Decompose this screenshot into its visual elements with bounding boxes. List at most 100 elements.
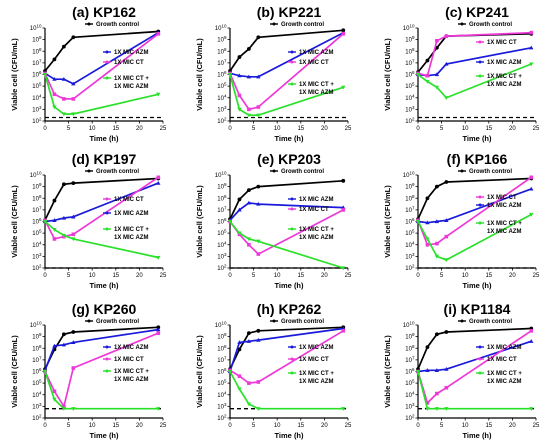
data-point (62, 404, 66, 409)
x-tick-label: 25 (533, 423, 540, 429)
y-tick-label: 104 (32, 93, 42, 102)
data-point (42, 72, 48, 77)
y-axis-label: Viable cell (CFU/mL) (10, 185, 19, 258)
x-tick-label: 10 (462, 423, 469, 429)
data-point (227, 219, 233, 224)
y-axis-label: Viable cell (CFU/mL) (383, 185, 392, 258)
legend-label: 1X MIC AZM (487, 60, 521, 66)
data-point (256, 184, 261, 189)
data-point (156, 255, 161, 260)
x-axis-label: Time (h) (89, 134, 119, 143)
data-point (52, 228, 57, 232)
x-tick-label: 25 (160, 126, 167, 132)
data-point (256, 113, 261, 118)
y-tick-label: 102 (217, 414, 227, 423)
legend-marker (478, 40, 482, 44)
x-axis-label: Time (h) (274, 431, 304, 440)
x-tick-label: 5 (67, 126, 71, 132)
y-tick-label: 106 (217, 367, 227, 376)
data-point (341, 85, 346, 90)
data-point (529, 339, 534, 343)
y-tick-label: 1010 (215, 171, 227, 180)
data-point (71, 330, 76, 334)
x-tick-label: 15 (297, 423, 304, 429)
data-point (61, 112, 67, 117)
legend-label: 1X MIC AZM (299, 90, 333, 96)
y-tick-label: 1010 (215, 321, 227, 330)
y-tick-label: 1010 (30, 321, 42, 330)
legend-marker (478, 345, 482, 349)
y-tick-label: 103 (217, 402, 227, 411)
x-tick-label: 20 (321, 423, 328, 429)
y-tick-label: 103 (32, 105, 42, 114)
y-tick-label: 106 (32, 367, 42, 376)
data-point (52, 57, 57, 62)
data-point (52, 198, 57, 203)
x-tick-label: 5 (440, 126, 444, 132)
data-point (256, 105, 261, 109)
data-point (444, 258, 449, 263)
x-tick-label: 10 (274, 273, 281, 279)
data-point (237, 93, 242, 98)
legend-label: Growth control (281, 319, 324, 325)
x-tick-label: 0 (416, 126, 420, 132)
data-point (237, 347, 242, 352)
x-tick-label: 0 (43, 126, 47, 132)
data-point (425, 73, 430, 78)
y-tick-label: 106 (217, 70, 227, 79)
legend-marker (290, 82, 294, 86)
panel-9: (i) KP1184 102 103 104 105 106 107 108 109 1010 0 5… (383, 301, 540, 440)
data-point (237, 73, 242, 78)
data-point (156, 92, 161, 97)
x-tick-label: 15 (485, 423, 492, 429)
data-point (61, 44, 66, 49)
y-tick-label: 102 (217, 117, 227, 126)
legend-marker (87, 319, 91, 323)
legend-label: 1X MIC CT (114, 357, 144, 363)
x-tick-label: 20 (509, 273, 516, 279)
data-point (529, 212, 534, 217)
data-point (444, 366, 449, 371)
data-point (444, 180, 449, 184)
x-tick-label: 10 (274, 126, 281, 132)
legend-label: 1X MIC CT (114, 60, 144, 66)
data-point (52, 237, 57, 241)
legend-label: 1X MIC AZM (114, 377, 148, 383)
data-point (246, 200, 252, 205)
y-tick-label: 103 (217, 105, 227, 114)
data-point (256, 74, 261, 79)
y-tick-label: 107 (32, 58, 42, 67)
panel-1: (a) KP162 102 103 104 105 106 107 108 109 1010 0 5 1… (10, 4, 167, 143)
legend-marker (87, 169, 91, 173)
data-point (444, 407, 449, 411)
data-point (341, 28, 346, 33)
data-point (247, 242, 251, 247)
x-tick-label: 20 (136, 423, 143, 429)
y-tick-label: 1010 (215, 24, 227, 33)
legend-marker (290, 371, 294, 375)
legend-label: 1X MIC CT + (487, 221, 522, 227)
legend-label: 1X MIC AZM (299, 235, 333, 241)
data-point (256, 239, 261, 244)
data-point (256, 35, 261, 40)
legend-label: Growth control (469, 22, 512, 28)
y-tick-label: 108 (217, 194, 227, 203)
data-point (444, 234, 449, 239)
legend-marker (460, 22, 464, 26)
y-tick-label: 104 (217, 93, 227, 102)
legend-label: 1X MIC CT (114, 197, 144, 203)
x-tick-label: 20 (321, 126, 328, 132)
data-point (444, 330, 449, 334)
x-tick-label: 25 (160, 273, 167, 279)
legend-label: Growth control (96, 22, 139, 28)
data-point (52, 105, 57, 110)
y-tick-label: 105 (32, 229, 42, 238)
y-tick-label: 107 (217, 355, 227, 364)
y-tick-label: 107 (32, 355, 42, 364)
legend-label: 1X MIC AZM (114, 345, 148, 351)
x-tick-label: 0 (228, 423, 232, 429)
legend-label: 1X MIC AZM (487, 229, 521, 235)
legend-label: Growth control (96, 319, 139, 325)
legend-marker (105, 369, 109, 373)
series-line-3 (229, 33, 344, 111)
